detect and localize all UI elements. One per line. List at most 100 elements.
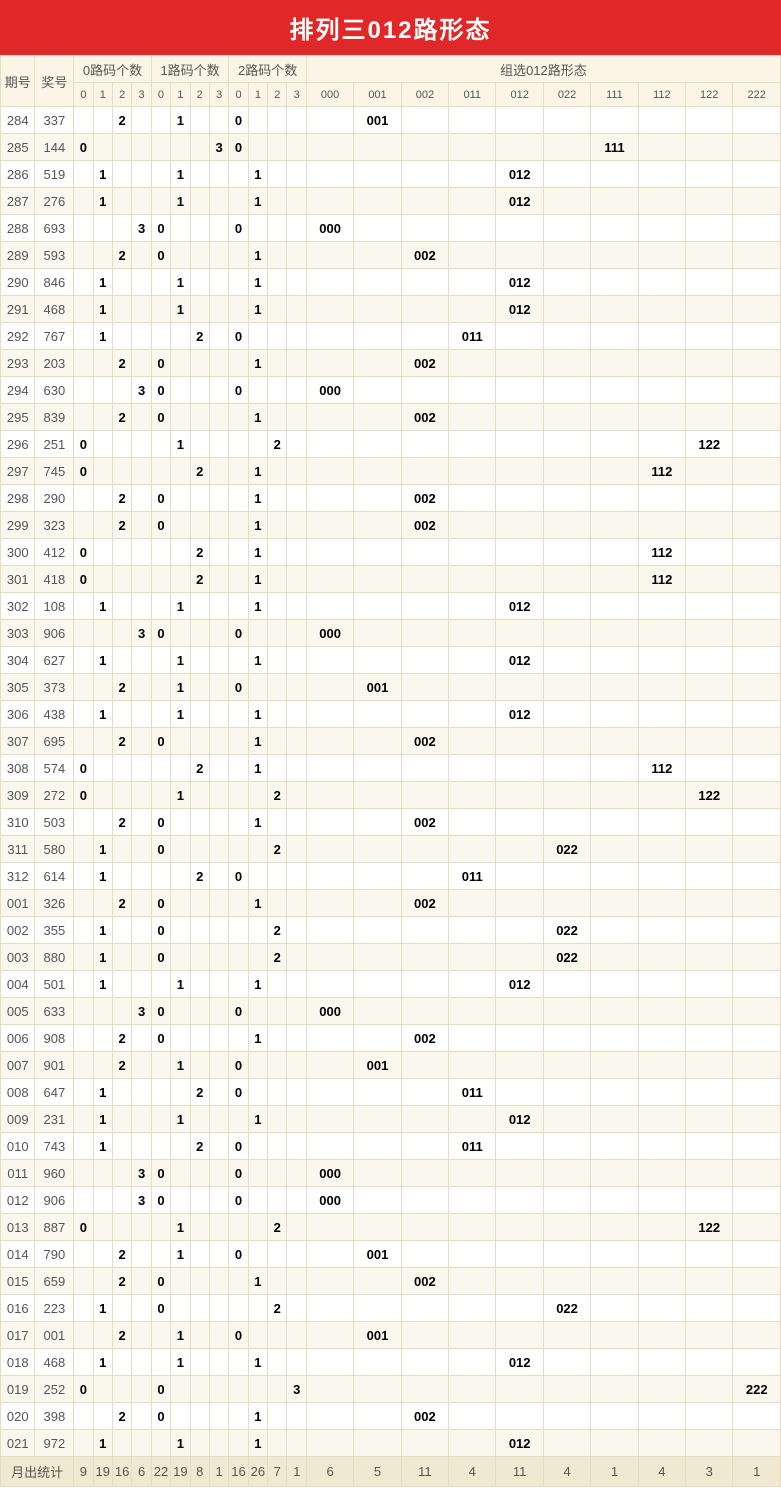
cell [686, 674, 733, 701]
cell [209, 161, 228, 188]
cell [209, 890, 228, 917]
cell [151, 1052, 170, 1079]
cell [112, 1349, 131, 1376]
cell [190, 1295, 209, 1322]
cell: 017 [1, 1322, 35, 1349]
cell [638, 296, 685, 323]
cell [638, 269, 685, 296]
cell [268, 593, 287, 620]
cell [287, 620, 306, 647]
cell [209, 377, 228, 404]
cell [449, 809, 496, 836]
cell: 743 [35, 1133, 74, 1160]
cell [287, 512, 306, 539]
cell [132, 1403, 151, 1430]
cell [209, 188, 228, 215]
cell [171, 377, 190, 404]
cell [449, 701, 496, 728]
cell [171, 458, 190, 485]
cell [268, 674, 287, 701]
cell [171, 1133, 190, 1160]
cell: 1 [248, 701, 267, 728]
cell [449, 1214, 496, 1241]
cell [733, 620, 781, 647]
footer-cell: 16 [112, 1457, 131, 1487]
cell [151, 1106, 170, 1133]
cell [190, 647, 209, 674]
cell: 012 [496, 593, 543, 620]
cell [686, 917, 733, 944]
cell [287, 971, 306, 998]
cell [401, 1052, 448, 1079]
cell [74, 1322, 93, 1349]
table-row: 292767120011 [1, 323, 781, 350]
cell [74, 512, 93, 539]
cell [287, 1430, 306, 1457]
cell [543, 458, 590, 485]
cell [733, 1214, 781, 1241]
cell [74, 944, 93, 971]
cell: 308 [1, 755, 35, 782]
cell [132, 134, 151, 161]
cell [74, 1079, 93, 1106]
cell [733, 1160, 781, 1187]
cell [132, 485, 151, 512]
cell [733, 1052, 781, 1079]
cell [151, 674, 170, 701]
cell: 2 [112, 107, 131, 134]
cell [132, 161, 151, 188]
cell: 1 [171, 296, 190, 323]
cell [74, 377, 93, 404]
cell [543, 188, 590, 215]
cell [287, 215, 306, 242]
cell [171, 1187, 190, 1214]
cell [151, 458, 170, 485]
cell [287, 1214, 306, 1241]
cell [287, 593, 306, 620]
cell [638, 1187, 685, 1214]
cell [268, 998, 287, 1025]
cell [287, 944, 306, 971]
cell [229, 782, 248, 809]
cell: 3 [209, 134, 228, 161]
cell [132, 296, 151, 323]
cell [248, 134, 267, 161]
cell [112, 863, 131, 890]
cell [93, 1025, 112, 1052]
cell: 012 [496, 161, 543, 188]
cell [229, 458, 248, 485]
cell [209, 539, 228, 566]
cell [268, 863, 287, 890]
cell [638, 404, 685, 431]
cell [248, 1079, 267, 1106]
cell [268, 215, 287, 242]
cell [591, 863, 638, 890]
cell [543, 782, 590, 809]
cell [449, 1160, 496, 1187]
cell [733, 107, 781, 134]
cell [74, 485, 93, 512]
cell [229, 890, 248, 917]
cell [543, 1052, 590, 1079]
cell [496, 890, 543, 917]
cell [306, 755, 353, 782]
cell [543, 431, 590, 458]
cell [190, 701, 209, 728]
cell [93, 809, 112, 836]
cell: 001 [354, 1322, 401, 1349]
cell [287, 1187, 306, 1214]
cell [112, 1430, 131, 1457]
cell: 001 [35, 1322, 74, 1349]
cell: 2 [268, 1214, 287, 1241]
cell [638, 1160, 685, 1187]
footer-cell: 4 [638, 1457, 685, 1487]
cell: 231 [35, 1106, 74, 1133]
cell [171, 1376, 190, 1403]
cell [287, 917, 306, 944]
cell [132, 1268, 151, 1295]
cell: 2 [190, 755, 209, 782]
cell: 0 [151, 836, 170, 863]
cell: 290 [35, 485, 74, 512]
cell [733, 1025, 781, 1052]
cell: 1 [93, 269, 112, 296]
